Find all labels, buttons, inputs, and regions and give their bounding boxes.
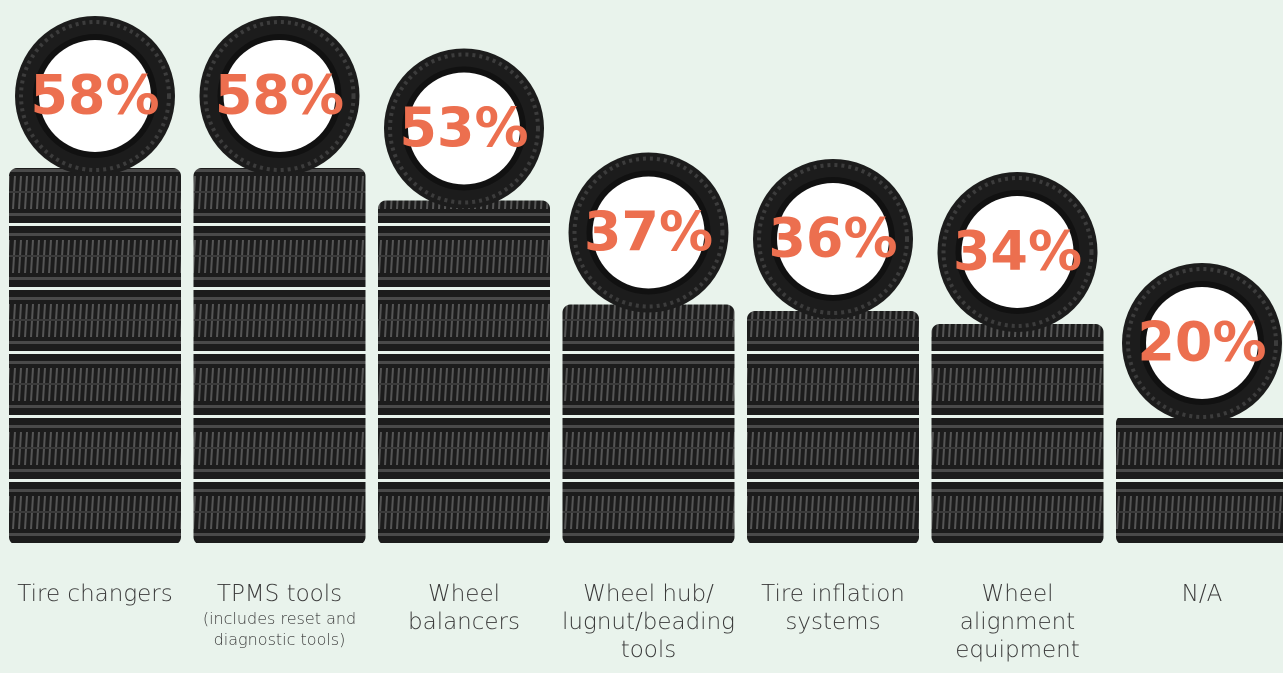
tire-tread: [388, 52, 540, 205]
tire-stack: [9, 168, 181, 545]
category-note: (includes reset and diagnostic tools): [202, 609, 357, 649]
category-label: TPMS tools (includes reset and diagnostic…: [192, 580, 368, 650]
tire-tread: [19, 20, 171, 172]
tire-stack: [193, 168, 366, 545]
category-name: Wheel balancers: [408, 581, 520, 635]
tire-tread: [203, 20, 356, 172]
value-label: 20%: [1137, 311, 1266, 374]
tire-stack: [1116, 415, 1283, 545]
category-label: Wheel balancers: [376, 580, 552, 636]
tire-stack: [747, 311, 919, 545]
category-name: Tire changers: [17, 581, 173, 607]
tire-stack: [378, 200, 550, 545]
value-label: 53%: [399, 96, 528, 159]
category-name: N/A: [1181, 581, 1223, 607]
category-label: Tire changers: [7, 580, 183, 608]
tire-tread: [757, 163, 909, 315]
tire-center: [39, 40, 151, 152]
tire-stack: [931, 324, 1104, 545]
tire-center: [223, 40, 336, 152]
value-label: 58%: [215, 64, 344, 127]
tire-center: [777, 183, 889, 295]
tire-center: [961, 196, 1074, 308]
value-label: 37%: [584, 200, 713, 263]
tire-tread: [1126, 267, 1278, 419]
category-name: Tire inflation systems: [761, 581, 905, 635]
tire-center: [592, 176, 705, 289]
tire-tread: [572, 156, 725, 309]
tire-stack: [562, 304, 735, 545]
category-label: Tire inflation systems: [745, 580, 921, 636]
tire-center: [408, 72, 520, 185]
category-name: TPMS tools: [216, 581, 343, 607]
category-name: Wheel hub/ lugnut/beading tools: [562, 581, 735, 663]
category-label: Wheel hub/ lugnut/beading tools: [561, 580, 737, 664]
category-label: Wheel alignment equipment: [930, 580, 1106, 664]
value-label: 36%: [768, 207, 897, 270]
value-label: 58%: [30, 64, 159, 127]
value-label: 34%: [953, 220, 1082, 283]
tire-center: [1146, 287, 1258, 399]
category-label: N/A: [1114, 580, 1283, 608]
tire-tread: [941, 176, 1094, 328]
category-name: Wheel alignment equipment: [955, 581, 1080, 663]
